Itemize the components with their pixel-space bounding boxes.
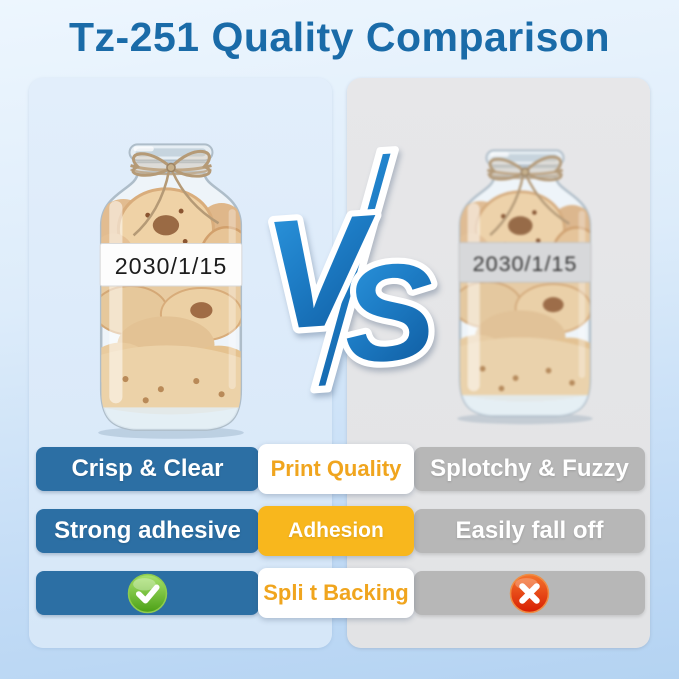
good-claim-adhesion: Strong adhesive (36, 509, 259, 553)
good-claim-split-backing (36, 571, 259, 615)
jar-date-text: 2030/1/15 (115, 253, 228, 279)
comparison-row-split-backing: Spli t Backing (0, 568, 679, 618)
jar-illustration (450, 150, 602, 424)
vs-letter-v: V (259, 181, 386, 363)
jar-date-label (99, 242, 243, 287)
attribute-split-backing: Spli t Backing (258, 568, 414, 618)
lightning-bolt-icon (310, 146, 399, 394)
good-product-panel: 2030/1/15 (29, 78, 332, 648)
bad-claim-split-backing (414, 571, 645, 615)
comparison-row-adhesion: Strong adhesive Easily fall off Adhesion (0, 506, 679, 556)
bad-claim-print-quality: Splotchy & Fuzzy (414, 447, 645, 491)
vs-letter-s: S (338, 234, 440, 393)
jar-illustration (90, 144, 253, 438)
cross-icon (509, 573, 550, 613)
check-icon (127, 573, 168, 613)
comparison-row-print-quality: Crisp & Clear Splotchy & Fuzzy Print Qua… (0, 444, 679, 494)
good-claim-print-quality: Crisp & Clear (36, 447, 259, 491)
fuzzy-jar-photo: 2030/1/15 (445, 142, 605, 426)
jar-date-label (458, 242, 592, 283)
attribute-adhesion: Adhesion (258, 506, 414, 556)
attribute-print-quality: Print Quality (258, 444, 414, 494)
vs-badge: V S (253, 146, 446, 399)
page-title: Tz-251 Quality Comparison (68, 14, 611, 60)
crisp-jar-photo: 2030/1/15 (85, 136, 257, 440)
bad-claim-adhesion: Easily fall off (414, 509, 645, 553)
jar-date-text: 2030/1/15 (473, 251, 578, 276)
